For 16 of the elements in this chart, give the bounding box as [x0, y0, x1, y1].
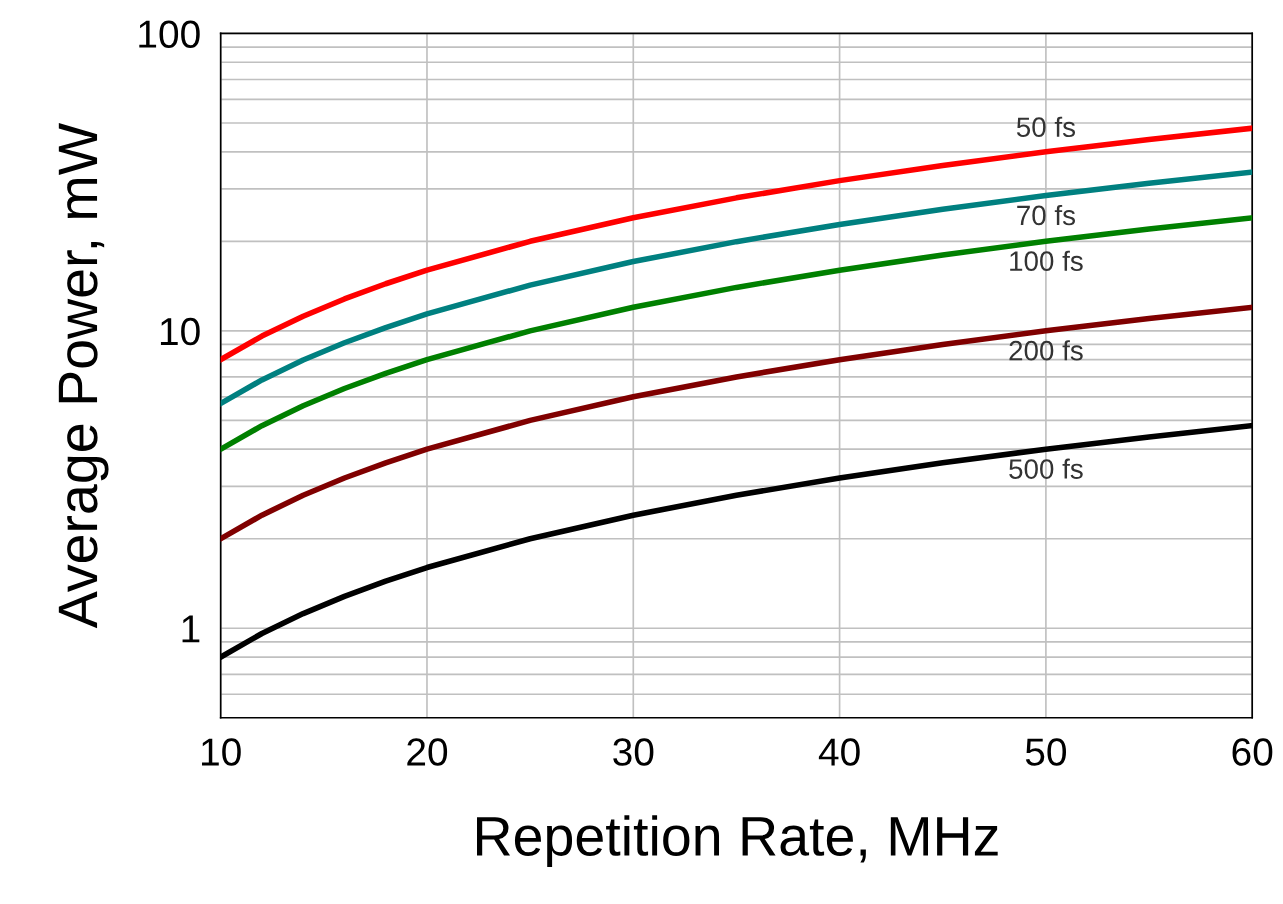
- y-tick-label: 10: [160, 317, 200, 346]
- x-axis-title: Repetition Rate, MHz: [477, 815, 998, 867]
- series-label: 50 fs: [1016, 116, 1076, 138]
- x-tick-label: 40: [818, 738, 860, 766]
- x-tick-label: 20: [407, 738, 448, 766]
- series-label: 500 fs: [1009, 458, 1083, 479]
- y-axis-title: Average Power, mW: [58, 123, 109, 629]
- x-tick-label: 10: [202, 738, 241, 766]
- series-label: 70 fs: [1017, 204, 1076, 226]
- x-tick-label: 60: [1232, 738, 1273, 766]
- x-tick-label: 50: [1025, 738, 1067, 766]
- y-tick-label: 1: [182, 615, 200, 643]
- series-label: 200 fs: [1009, 340, 1083, 361]
- series-label: 100 fs: [1010, 250, 1083, 271]
- x-tick-label: 30: [613, 738, 654, 766]
- y-tick-label: 100: [139, 20, 200, 48]
